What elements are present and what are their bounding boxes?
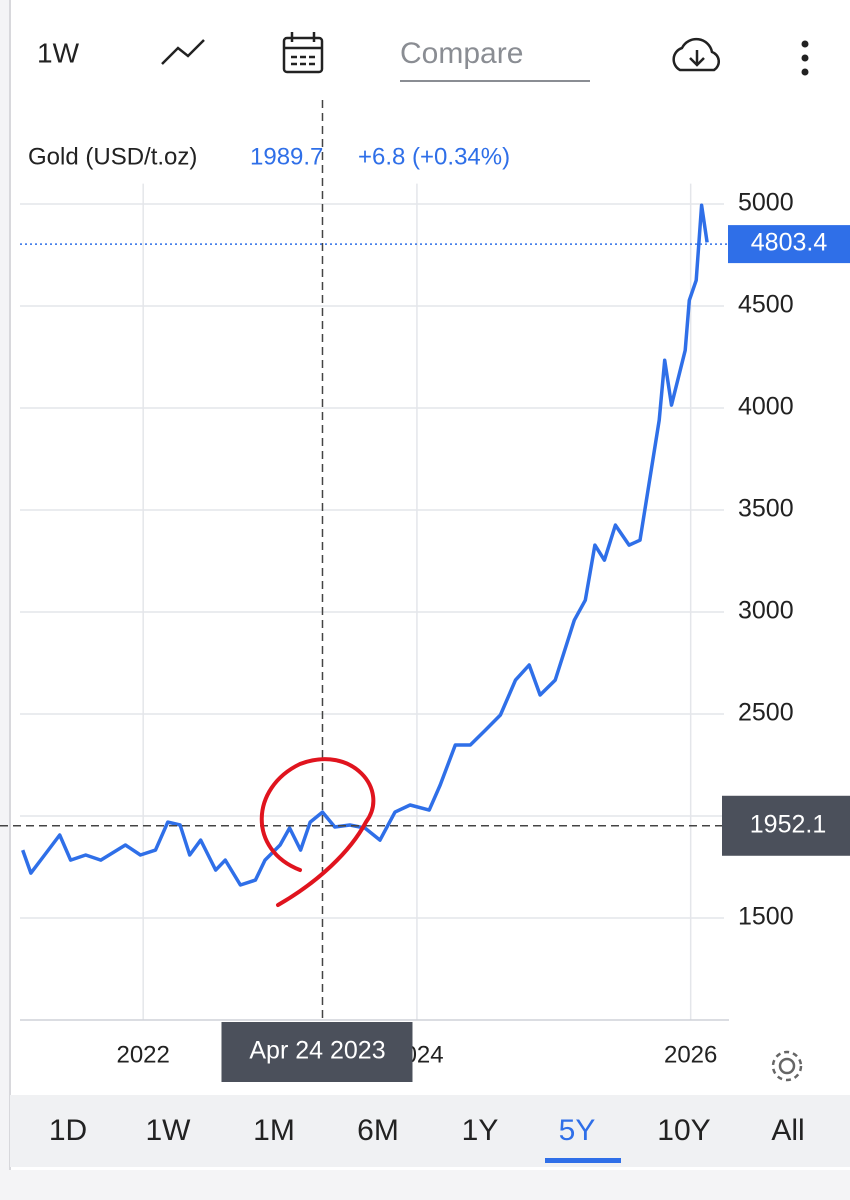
y-tick-label: 4000 — [738, 393, 794, 421]
range-button[interactable]: All — [771, 1114, 804, 1147]
range-button[interactable]: 1Y — [462, 1114, 499, 1147]
range-button[interactable]: 5Y — [559, 1114, 596, 1147]
x-tick-label: 2022 — [116, 1041, 169, 1068]
interval-button[interactable]: 1W — [37, 37, 80, 68]
y-tick-label: 3000 — [738, 597, 794, 625]
range-button[interactable]: 1D — [49, 1114, 87, 1147]
y-tick-label: 5000 — [738, 189, 794, 217]
x-tick-label: 2026 — [664, 1041, 717, 1068]
y-tick-label: 2500 — [738, 699, 794, 727]
last-price-label: 4803.4 — [751, 229, 828, 257]
range-button[interactable]: 6M — [357, 1114, 399, 1147]
download-icon[interactable] — [672, 37, 721, 72]
y-tick-label: 1500 — [738, 903, 794, 931]
legend-entry: Gold (USD/t.oz) — [28, 143, 197, 170]
last-price-box — [728, 225, 850, 264]
y-tick-label: 4500 — [738, 291, 794, 319]
readout-change: +6.8 (+0.34%) — [358, 143, 510, 170]
panel — [10, 0, 850, 1170]
y-tick-label: 3500 — [738, 495, 794, 523]
range-bar — [10, 1095, 850, 1167]
range-button[interactable]: 1W — [146, 1114, 192, 1147]
range-selected-underline — [545, 1158, 621, 1163]
price-line — [21, 203, 709, 887]
crosshair-x-box — [221, 1022, 413, 1082]
crosshair-y-label: 1952.1 — [750, 810, 826, 838]
chart-type-icon[interactable] — [161, 39, 205, 65]
range-buttons: 1D 1W 1M 6M 1Y 5Y 10Y All — [49, 1114, 805, 1163]
settings-icon[interactable] — [771, 1050, 803, 1082]
range-button[interactable]: 10Y — [657, 1114, 710, 1147]
crosshair-x-label: Apr 24 2023 — [249, 1037, 385, 1065]
annotation-circle — [259, 757, 376, 907]
crosshair-y-box — [722, 795, 850, 856]
calendar-icon[interactable] — [282, 32, 324, 74]
range-button[interactable]: 1M — [253, 1114, 295, 1147]
compare-input[interactable]: Compare — [400, 37, 523, 70]
readout-value: 1989.7 — [250, 143, 323, 170]
chart: 1500200025003000350040004500500020222024… — [0, 100, 850, 1082]
more-menu[interactable] — [801, 40, 809, 76]
